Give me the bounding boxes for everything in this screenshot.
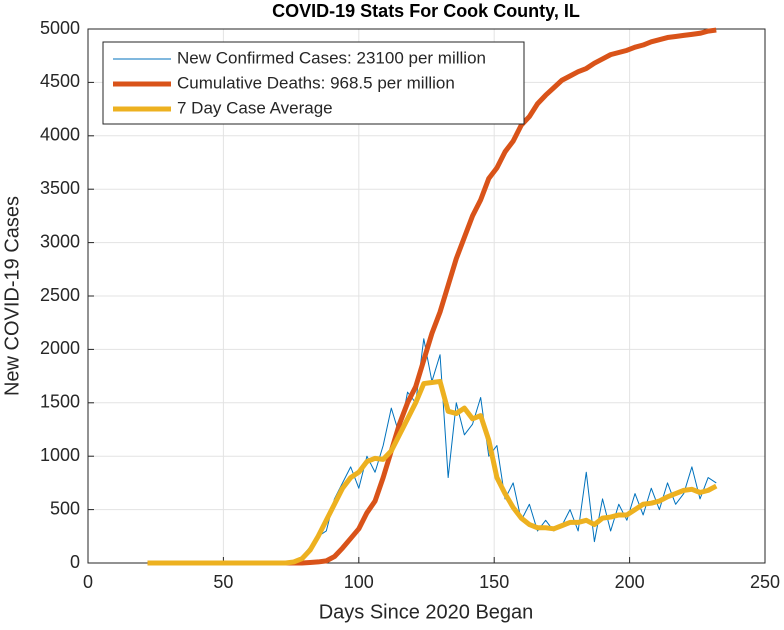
plot-frame	[87, 28, 766, 564]
x-axis-label: Days Since 2020 Began	[319, 601, 534, 623]
series-line	[147, 378, 718, 566]
x-tick-label: 250	[750, 572, 780, 592]
y-tick-label: 5000	[40, 18, 80, 38]
y-tick-label: 4000	[40, 125, 80, 145]
y-tick-label: 1500	[40, 392, 80, 412]
y-tick-label: 500	[50, 498, 80, 518]
x-tick-label: 0	[83, 572, 93, 592]
legend-label: New Confirmed Cases: 23100 per million	[177, 48, 486, 67]
x-tick-label: 150	[479, 572, 509, 592]
chart-title: COVID-19 Stats For Cook County, IL	[272, 1, 580, 21]
legend-label: 7 Day Case Average	[177, 98, 333, 117]
y-tick-label: 2500	[40, 285, 80, 305]
y-tick-label: 1000	[40, 445, 80, 465]
y-tick-label: 3000	[40, 231, 80, 251]
legend-box	[102, 41, 525, 125]
x-tick-label: 100	[344, 572, 374, 592]
y-tick-label: 4500	[40, 71, 80, 91]
y-tick-label: 3500	[40, 178, 80, 198]
x-tick-label: 50	[213, 572, 233, 592]
legend-label: Cumulative Deaths: 968.5 per million	[177, 73, 455, 92]
y-tick-label: 0	[70, 552, 80, 572]
y-tick-label: 2000	[40, 338, 80, 358]
x-tick-label: 200	[615, 572, 645, 592]
y-axis-label: New COVID-19 Cases	[1, 196, 23, 396]
